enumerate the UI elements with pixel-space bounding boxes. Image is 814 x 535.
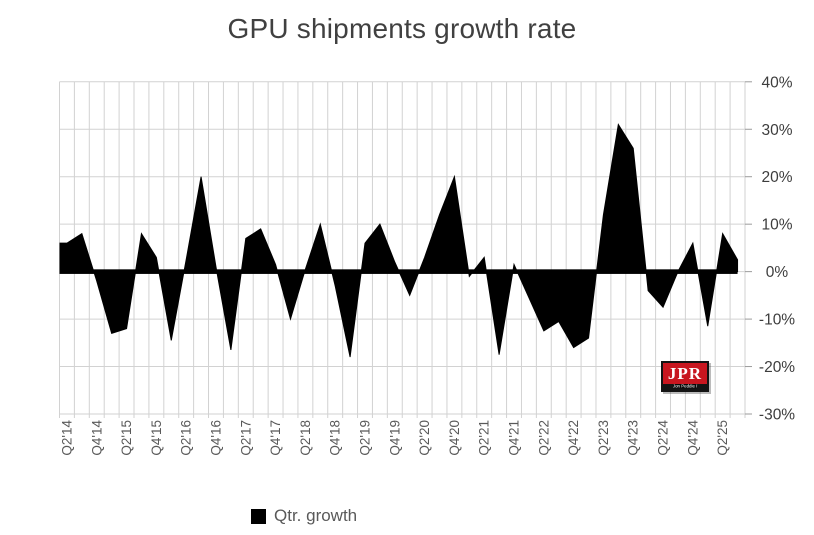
x-axis-tick-label: Q4'20 xyxy=(447,420,462,456)
zero-axis-line xyxy=(59,269,738,274)
y-axis-tick-label: -30% xyxy=(759,407,795,424)
y-axis-tick-label: 10% xyxy=(761,217,792,234)
x-axis-tick-label: Q2'25 xyxy=(715,420,730,456)
x-axis-tick-label: Q2'24 xyxy=(656,420,671,456)
x-axis-tick-label: Q2'22 xyxy=(536,420,551,456)
x-axis-tick-label: Q4'14 xyxy=(89,420,104,456)
x-axis-tick-label: Q4'18 xyxy=(328,420,343,456)
legend-marker-icon xyxy=(251,508,266,524)
x-axis-tick-label: Q2'21 xyxy=(477,420,492,456)
x-axis-tick-label: Q2'16 xyxy=(179,420,194,456)
x-axis-tick-label: Q4'19 xyxy=(387,420,402,456)
jpr-logo-text: JPR xyxy=(663,363,707,384)
x-axis-tick-label: Q4'22 xyxy=(566,420,581,456)
x-axis-tick-label: Q2'23 xyxy=(596,420,611,456)
x-axis-tick-label: Q2'17 xyxy=(238,420,253,456)
x-axis-tick-label: Q4'16 xyxy=(208,420,223,456)
y-axis-tick-label: -20% xyxy=(759,359,795,376)
x-axis-tick-label: Q4'23 xyxy=(626,420,641,456)
y-axis-tick-label: 30% xyxy=(761,122,792,139)
x-axis-tick-label: Q2'14 xyxy=(59,420,74,456)
x-axis-tick-label: Q2'20 xyxy=(417,420,432,456)
legend: Qtr. growth xyxy=(251,506,357,526)
y-axis-tick-label: -10% xyxy=(759,312,795,329)
y-axis-tick-label: 40% xyxy=(761,74,792,91)
legend-label: Qtr. growth xyxy=(274,506,358,525)
x-axis-tick-label: Q4'21 xyxy=(507,420,522,456)
x-axis-tick-label: Q4'15 xyxy=(149,420,164,456)
jpr-logo: JPR Jon Peddie Research xyxy=(661,361,709,392)
jpr-logo-subtext: Jon Peddie Research xyxy=(672,384,698,389)
x-axis-tick-label: Q4'17 xyxy=(268,420,283,456)
x-axis-tick-label: Q4'24 xyxy=(685,420,700,456)
x-axis-tick-label: Q2'15 xyxy=(119,420,134,456)
y-axis-tick-label: 0% xyxy=(766,264,789,281)
area-series xyxy=(59,123,739,358)
x-axis-tick-label: Q2'18 xyxy=(298,420,313,456)
y-axis-tick-label: 20% xyxy=(761,169,792,186)
x-axis-tick-label: Q2'19 xyxy=(357,420,372,456)
chart-title: GPU shipments growth rate xyxy=(227,13,577,44)
